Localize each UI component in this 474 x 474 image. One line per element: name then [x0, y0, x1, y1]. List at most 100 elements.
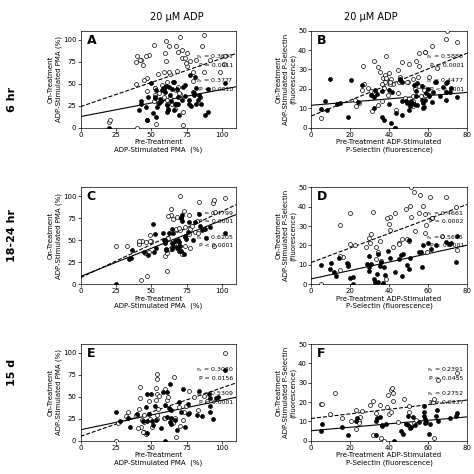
Point [387, 386, 395, 393]
Point [371, 276, 378, 283]
Point [163, 108, 171, 115]
Point [167, 98, 175, 105]
Point [356, 413, 364, 421]
Point [137, 56, 145, 64]
Point [421, 96, 428, 104]
Point [453, 246, 461, 254]
Point [378, 421, 386, 428]
Point [380, 85, 387, 92]
Point [169, 237, 177, 245]
Point [155, 89, 163, 97]
Point [164, 389, 171, 396]
Point [166, 94, 174, 101]
Point [128, 246, 136, 254]
Point [412, 57, 419, 65]
Point [421, 229, 428, 237]
Point [148, 423, 155, 430]
Point [438, 232, 446, 239]
Point [406, 255, 413, 262]
Text: r$_s$ = 0.3777
P = 0.0010: r$_s$ = 0.3777 P = 0.0010 [196, 76, 233, 92]
Point [381, 78, 389, 86]
Text: 20 μM ADP: 20 μM ADP [150, 12, 204, 22]
Point [443, 79, 450, 86]
Point [386, 254, 394, 262]
Point [425, 92, 433, 100]
Point [191, 73, 199, 81]
Point [144, 429, 151, 437]
Point [170, 107, 177, 114]
Point [198, 227, 205, 234]
Point [347, 418, 355, 425]
Point [355, 418, 363, 425]
Point [182, 423, 189, 430]
Point [371, 88, 378, 96]
Point [177, 214, 185, 222]
Point [422, 89, 430, 97]
Point [353, 414, 360, 422]
Point [380, 437, 388, 445]
X-axis label: Pre-Treatment ADP-Stimulated
P-Selectin (fluorescence): Pre-Treatment ADP-Stimulated P-Selectin … [337, 139, 442, 153]
Point [398, 58, 406, 66]
Point [367, 88, 374, 95]
Point [221, 79, 229, 86]
Point [175, 238, 183, 246]
Point [395, 240, 402, 247]
Point [221, 367, 229, 374]
Point [186, 245, 194, 252]
Point [142, 238, 150, 246]
Point [143, 418, 151, 425]
Point [429, 398, 437, 406]
Point [165, 68, 173, 76]
Point [114, 419, 121, 427]
Point [152, 120, 159, 128]
Point [200, 31, 207, 39]
Point [401, 396, 408, 403]
Point [399, 430, 407, 438]
Point [356, 100, 363, 107]
Point [135, 424, 142, 432]
Point [191, 228, 199, 236]
Point [419, 202, 427, 210]
Point [143, 74, 151, 82]
Point [143, 116, 150, 124]
Point [137, 98, 145, 105]
Point [345, 263, 352, 270]
Point [410, 100, 418, 108]
Point [389, 390, 397, 397]
Point [373, 91, 381, 98]
Point [112, 437, 120, 445]
Point [376, 68, 383, 76]
Point [175, 403, 182, 410]
Point [112, 281, 120, 288]
Point [193, 411, 201, 419]
Point [122, 412, 130, 420]
Text: r$_s$ = 0.6205
P < 0.0001: r$_s$ = 0.6205 P < 0.0001 [196, 233, 233, 248]
Text: r$_s$ = 0.4661
P = 0.0002: r$_s$ = 0.4661 P = 0.0002 [426, 209, 464, 224]
Point [173, 225, 180, 233]
Point [212, 394, 219, 401]
Point [190, 91, 198, 98]
Point [170, 78, 177, 86]
Point [425, 239, 432, 247]
Point [190, 91, 198, 99]
Point [373, 414, 381, 421]
Point [185, 409, 192, 416]
Point [430, 395, 438, 402]
Point [191, 219, 199, 226]
Point [389, 243, 397, 251]
Point [203, 234, 210, 242]
Point [372, 255, 380, 263]
Point [169, 225, 176, 233]
Text: D: D [318, 191, 328, 203]
Point [168, 239, 176, 247]
Point [193, 218, 201, 225]
Point [160, 93, 168, 100]
Point [143, 116, 150, 124]
X-axis label: Pre-Treatment
ADP-Stimulated PMA  (%): Pre-Treatment ADP-Stimulated PMA (%) [114, 296, 202, 309]
Point [326, 265, 334, 273]
Point [411, 421, 419, 429]
Point [151, 94, 159, 101]
Point [337, 222, 344, 229]
Point [154, 415, 161, 423]
Text: r$_s$ = 0.5655
P < 0.0001: r$_s$ = 0.5655 P < 0.0001 [426, 233, 464, 248]
